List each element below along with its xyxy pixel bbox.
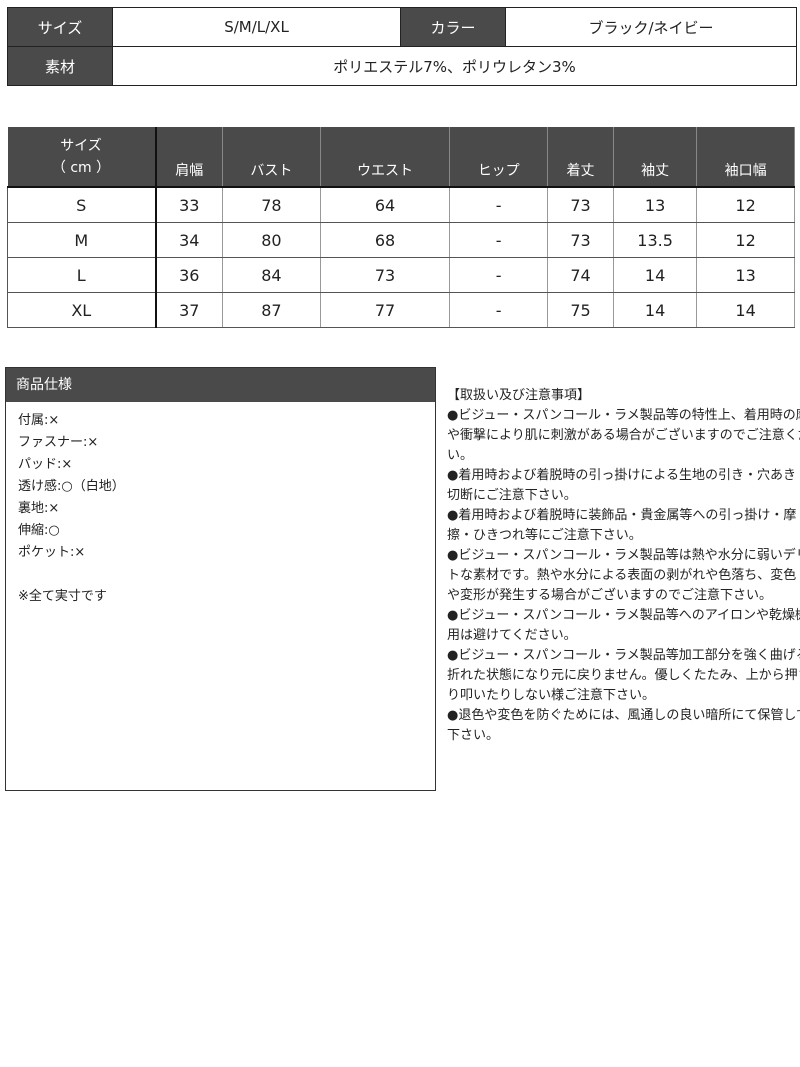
table-cell: 13 xyxy=(696,257,795,293)
table-cell: 14 xyxy=(613,292,698,328)
table-row: XL 37 87 77-75 14 14 xyxy=(7,292,795,328)
table-cell: - xyxy=(449,186,549,223)
color-label: カラー xyxy=(400,7,506,47)
table-cell: 80 xyxy=(222,222,321,258)
table-cell: 73 xyxy=(547,186,614,223)
column-header: 袖丈 xyxy=(613,127,698,187)
product-info-table: サイズ S/M/L/XL カラー ブラック/ネイビー 素材 ポリエステル7%、ポ… xyxy=(7,7,797,86)
spec-item: ポケット:× xyxy=(18,545,86,560)
table-cell: 84 xyxy=(222,257,321,293)
note-line: り叩いたりしない様ご注意下さい。 xyxy=(447,688,656,703)
spec-item: ※全て実寸です xyxy=(18,589,107,604)
note-line: トな素材です。熱や水分による表面の剥がれや色落ち、変色 xyxy=(447,568,797,583)
note-line: い。 xyxy=(447,448,474,463)
note-line: 切断にご注意下さい。 xyxy=(447,488,577,503)
note-line: 用は避けてください。 xyxy=(447,628,577,643)
table-cell: 74 xyxy=(547,257,614,293)
table-cell: - xyxy=(449,222,549,258)
column-header: 袖口幅 xyxy=(696,127,795,187)
spec-title: 商品仕様 xyxy=(6,368,435,402)
size-table: サイズ（ cm ） 肩幅 バスト ウエスト ヒップ 着丈 袖丈 袖口幅 S 33 78 64-73… xyxy=(7,127,795,328)
table-cell: S xyxy=(7,186,157,223)
table-row: S 33 78 64-73 13 12 xyxy=(7,186,795,223)
spec-item xyxy=(18,564,423,586)
table-cell: 73 xyxy=(547,222,614,258)
column-header: バスト xyxy=(222,127,321,187)
table-cell: 14 xyxy=(696,292,795,328)
column-header: 着丈 xyxy=(547,127,614,187)
care-notes: 【取扱い及び注意事項】 ●ビジュー・スパンコール・ラメ製品等の特性上、着用時の摩擦… xyxy=(447,386,800,746)
material-value: ポリエステル7%、ポリウレタン3% xyxy=(112,46,797,86)
note-line: ●着用時および着脱時の引っ掛けによる生地の引き・穴あき・ xyxy=(447,468,800,483)
table-cell: 33 xyxy=(155,186,224,223)
table-cell: 13.5 xyxy=(613,222,698,258)
table-cell: 77 xyxy=(320,292,451,328)
color-value: ブラック/ネイビー xyxy=(505,7,797,47)
note-line: ●ビジュー・スパンコール・ラメ製品等の特性上、着用時の摩擦 xyxy=(447,408,800,423)
table-cell: - xyxy=(449,257,549,293)
table-cell: 68 xyxy=(320,222,451,258)
table-cell: 14 xyxy=(613,257,698,293)
size-value: S/M/L/XL xyxy=(112,7,401,47)
note-line: や変形が発生する場合がございますのでご注意下さい。 xyxy=(447,588,773,603)
table-cell: - xyxy=(449,292,549,328)
table-cell: 12 xyxy=(696,186,795,223)
table-cell: 12 xyxy=(696,222,795,258)
size-header: サイズ （ cm ） xyxy=(7,127,157,187)
spec-item: 付属:× xyxy=(18,413,60,428)
note-line: 下さい。 xyxy=(447,728,500,743)
spec-item: 伸縮:○ xyxy=(18,523,60,538)
table-row: M 34 80 68-73 13.5 12 xyxy=(7,222,795,258)
table-cell: L xyxy=(7,257,157,293)
table-row: L 36 84 73-74 14 13 xyxy=(7,257,795,293)
size-header-line1: サイズ xyxy=(60,137,102,154)
spec-item: ファスナー:× xyxy=(18,435,99,450)
spec-item: パッド:× xyxy=(18,457,73,472)
size-label: サイズ xyxy=(7,7,113,47)
size-header-unit: （ cm ） xyxy=(51,159,111,176)
table-cell: 87 xyxy=(222,292,321,328)
spec-item: 透け感:○（白地） xyxy=(18,479,125,494)
spec-box: 商品仕様 付属:× ファスナー:× パッド:× 透け感:○（白地） 裏地:× 伸縮:○ ポケ… xyxy=(5,367,436,791)
table-cell: 75 xyxy=(547,292,614,328)
note-line: 擦・ひきつれ等にご注意下さい。 xyxy=(447,528,642,543)
note-line: ●ビジュー・スパンコール・ラメ製品等は熱や水分に弱いデリケー xyxy=(447,548,800,563)
table-cell: 78 xyxy=(222,186,321,223)
spec-item: 裏地:× xyxy=(18,501,60,516)
column-header: 肩幅 xyxy=(155,127,224,187)
table-cell: 34 xyxy=(155,222,224,258)
table-cell: 73 xyxy=(320,257,451,293)
note-line: 折れた状態になり元に戻りません。優しくたたみ、上から押さえた xyxy=(447,668,800,683)
note-line: ●ビジュー・スパンコール・ラメ製品等へのアイロンや乾燥機の使 xyxy=(447,608,800,623)
column-header: ヒップ xyxy=(449,127,549,187)
note-line: ●ビジュー・スパンコール・ラメ製品等加工部分を強く曲げると xyxy=(447,648,800,663)
spec-list: 付属:× ファスナー:× パッド:× 透け感:○（白地） 裏地:× 伸縮:○ ポケット:× ※… xyxy=(6,402,435,616)
material-label: 素材 xyxy=(7,46,113,86)
table-cell: 64 xyxy=(320,186,451,223)
table-cell: M xyxy=(7,222,157,258)
table-cell: XL xyxy=(7,292,157,328)
note-line: や衝撃により肌に刺激がある場合がございますのでご注意くださ xyxy=(447,428,800,443)
note-line: ●退色や変色を防ぐためには、風通しの良い暗所にて保管して xyxy=(447,708,800,723)
note-line: 【取扱い及び注意事項】 xyxy=(447,388,591,403)
note-line: ●着用時および着脱時に装飾品・貴金属等への引っ掛け・摩 xyxy=(447,508,797,523)
column-header: ウエスト xyxy=(320,127,451,187)
table-cell: 36 xyxy=(155,257,224,293)
table-cell: 13 xyxy=(613,186,698,223)
table-cell: 37 xyxy=(155,292,224,328)
